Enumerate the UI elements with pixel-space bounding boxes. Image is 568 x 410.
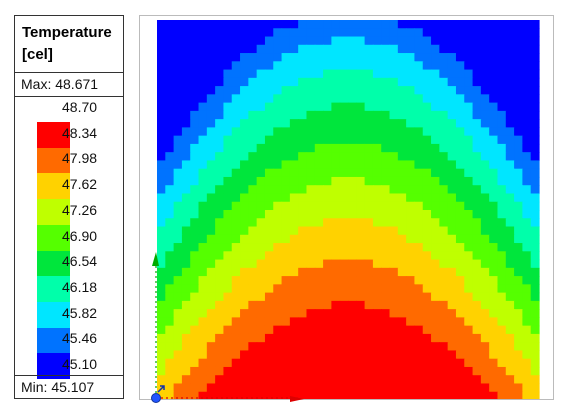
legend-min-value: Min: 45.107 xyxy=(15,375,123,399)
scale-label: 47.26 xyxy=(62,201,98,218)
scale-swatch xyxy=(37,122,70,149)
scale-label: 45.10 xyxy=(62,356,98,372)
contour-viewport[interactable] xyxy=(139,15,554,400)
scale-label: 48.70 xyxy=(62,99,98,115)
scale-swatch xyxy=(37,173,70,200)
legend-panel: Temperature [cel] Max: 48.671 48.70 48.34… xyxy=(14,15,124,399)
scale-label: 46.54 xyxy=(62,253,98,270)
scale-swatch xyxy=(37,224,70,251)
legend-title-quantity: Temperature xyxy=(22,24,112,41)
scale-swatch xyxy=(37,301,70,329)
scale-swatch xyxy=(37,147,70,174)
scale-label: 47.98 xyxy=(62,150,98,167)
scale-label: 46.18 xyxy=(62,278,98,295)
field-cells xyxy=(157,20,540,399)
scale-label: 45.46 xyxy=(62,330,98,347)
legend-max-value: Max: 48.671 xyxy=(15,73,123,97)
scale-swatch xyxy=(37,250,70,277)
temperature-contour-plot xyxy=(157,20,540,399)
legend-title: Temperature [cel] xyxy=(15,16,123,73)
scale-swatch xyxy=(37,327,70,354)
scale-swatch xyxy=(37,276,70,303)
scale-swatch xyxy=(37,199,70,226)
scale-label: 46.90 xyxy=(62,227,98,244)
scale-label: 45.82 xyxy=(62,304,98,321)
scale-label: 47.62 xyxy=(62,176,98,193)
scale-label: 48.34 xyxy=(62,124,98,141)
legend-title-unit: [cel] xyxy=(22,46,53,63)
